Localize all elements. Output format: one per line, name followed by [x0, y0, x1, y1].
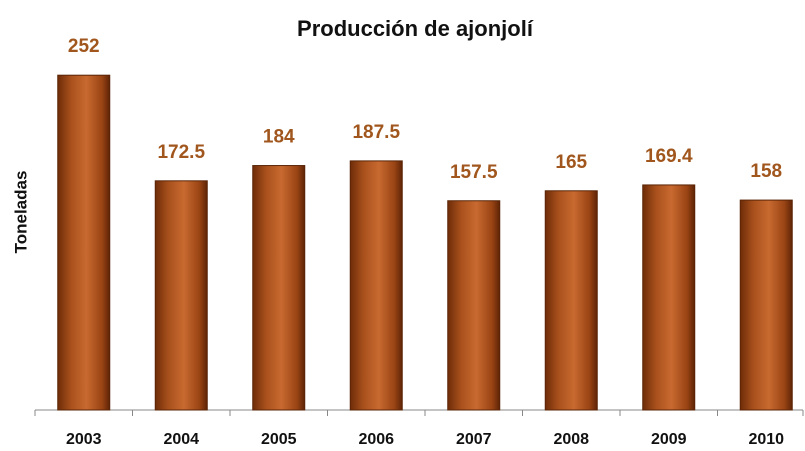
- x-tick-label: 2008: [553, 431, 589, 448]
- x-tick-label: 2006: [358, 431, 394, 448]
- bar: [447, 200, 501, 411]
- bar: [154, 180, 208, 411]
- value-label: 172.5: [157, 142, 205, 163]
- bar: [57, 74, 111, 411]
- value-label: 157.5: [450, 162, 498, 183]
- value-label: 252: [68, 36, 100, 57]
- value-label: 187.5: [352, 122, 400, 143]
- value-label: 184: [263, 127, 295, 148]
- chart-title: Producción de ajonjolí: [297, 16, 534, 41]
- bar: [349, 160, 403, 411]
- x-tick-label: 2004: [163, 431, 199, 448]
- x-tick-label: 2009: [651, 431, 687, 448]
- bar: [739, 199, 793, 411]
- bar: [544, 190, 598, 411]
- bar: [642, 184, 696, 411]
- bar: [252, 165, 306, 411]
- value-label: 165: [555, 152, 587, 173]
- value-label: 169.4: [645, 146, 693, 167]
- x-tick-label: 2010: [748, 431, 784, 448]
- x-tick-label: 2003: [66, 431, 102, 448]
- value-label: 158: [750, 161, 782, 182]
- x-tick-label: 2007: [456, 431, 492, 448]
- x-tick-label: 2005: [261, 431, 297, 448]
- y-axis-label: Toneladas: [11, 171, 30, 254]
